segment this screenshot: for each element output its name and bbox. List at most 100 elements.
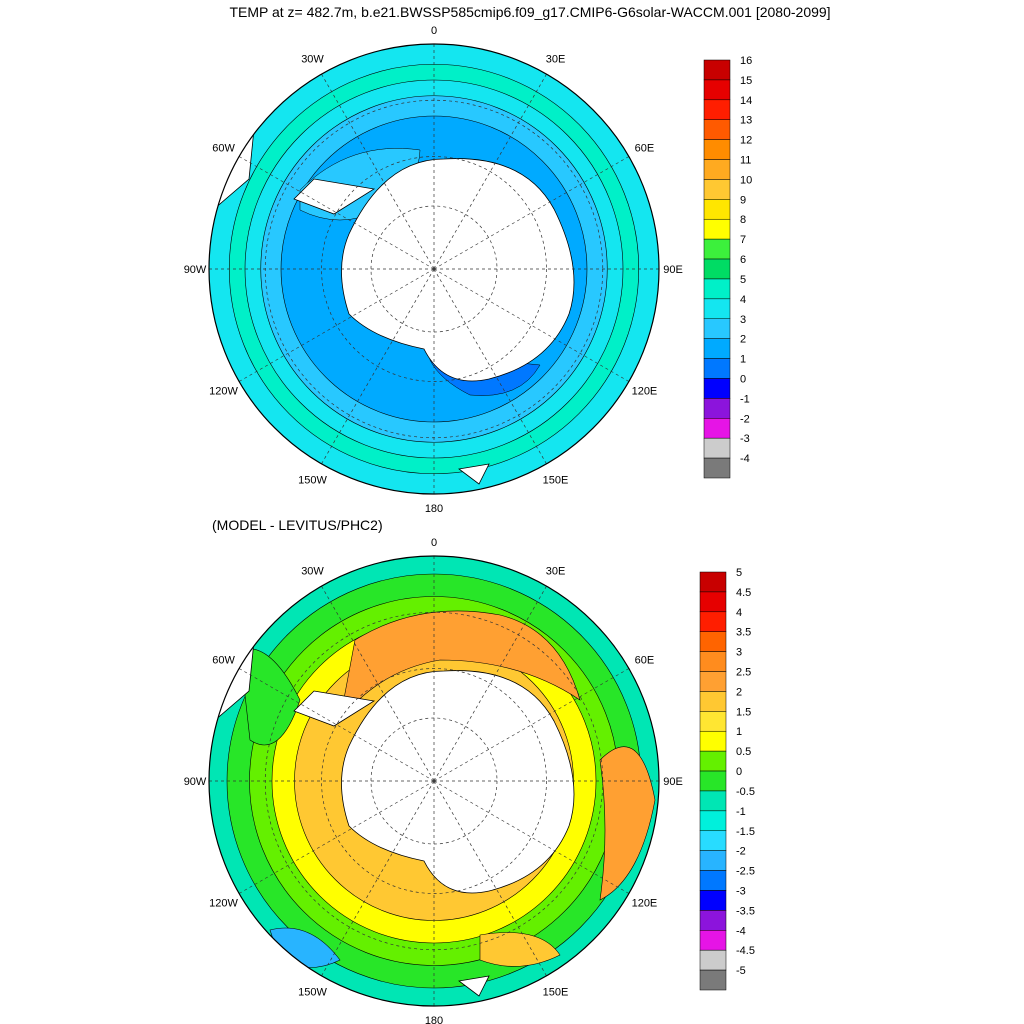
colorbar-label: 2.5 bbox=[736, 667, 751, 679]
longitude-label: 0 bbox=[431, 537, 437, 549]
colorbar-box bbox=[703, 457, 731, 479]
colorbar-label: 14 bbox=[740, 95, 752, 107]
colorbar-label: 0 bbox=[740, 373, 746, 385]
difference-title: (MODEL - LEVITUS/PHC2) bbox=[212, 517, 383, 533]
colorbar-box bbox=[703, 159, 731, 180]
colorbar-label: 2 bbox=[740, 334, 746, 346]
meridian-line bbox=[238, 668, 435, 782]
meridian-line bbox=[433, 585, 547, 782]
longitude-label: 180 bbox=[425, 503, 443, 515]
longitude-label: 30E bbox=[546, 566, 566, 578]
colorbar-box bbox=[699, 591, 727, 613]
colorbar-label: -4 bbox=[740, 453, 750, 465]
meridian-line bbox=[321, 780, 435, 977]
meridian-line bbox=[433, 780, 630, 894]
colorbar-label: 13 bbox=[740, 115, 752, 127]
colorbar-label: 12 bbox=[740, 135, 752, 147]
figure-title: TEMP at z= 482.7m, b.e21.BWSSP585cmip6.f… bbox=[229, 4, 830, 20]
colorbar-box bbox=[699, 571, 727, 593]
colorbar-box bbox=[699, 870, 727, 891]
difference-longitude-labels: 0 30E 60E 90E 120E 150E 180 150W 120W 90W 60W 30W bbox=[184, 537, 683, 1024]
meridian-line bbox=[238, 156, 435, 270]
colorbar-box bbox=[703, 378, 731, 399]
longitude-label: 120W bbox=[209, 386, 238, 398]
anomaly-patch bbox=[479, 932, 561, 967]
map-boundary bbox=[208, 43, 660, 495]
colorbar-label: 3.5 bbox=[736, 627, 751, 639]
colorbar-box bbox=[699, 890, 727, 911]
colorbar-box bbox=[703, 139, 731, 160]
colorbar-label: -1.5 bbox=[736, 826, 755, 838]
colorbar-label: 8 bbox=[740, 214, 746, 226]
meridian-line bbox=[238, 780, 435, 894]
meridian-line bbox=[433, 156, 630, 270]
colorbar-label: 2 bbox=[736, 686, 742, 698]
meridian-line bbox=[321, 585, 435, 782]
colorbar-label: -3 bbox=[736, 885, 746, 897]
colorbar-box bbox=[699, 850, 727, 871]
longitude-label: 0 bbox=[431, 25, 437, 37]
temperature-longitude-labels: 0 30E 60E 90E 120E 150E 180 150W 120W 90W 60W 30W bbox=[184, 25, 683, 515]
map-boundary bbox=[208, 555, 660, 1007]
longitude-label: 90E bbox=[663, 264, 683, 276]
colorbar-box bbox=[699, 711, 727, 732]
anomaly-patch bbox=[339, 610, 581, 721]
meridian-line bbox=[433, 268, 630, 382]
colorbar-box bbox=[703, 218, 731, 240]
colorbar-label: 0 bbox=[736, 766, 742, 778]
colorbar-label: 11 bbox=[740, 155, 751, 167]
latitude-circle bbox=[321, 668, 547, 894]
colorbar-box bbox=[699, 691, 727, 712]
colorbar-box bbox=[699, 930, 727, 951]
colorbar-box bbox=[703, 418, 731, 439]
longitude-label: 150E bbox=[543, 474, 569, 486]
longitude-label: 90W bbox=[184, 264, 207, 276]
colorbar-label: 7 bbox=[740, 234, 746, 246]
difference-map-panel: 0 30E 60E 90E 120E 150E 180 150W 120W 90W 60W 30W 5… bbox=[184, 537, 755, 1024]
colorbar-label: -5 bbox=[736, 965, 746, 977]
meridian-line bbox=[238, 268, 435, 382]
longitude-label: 180 bbox=[425, 1015, 443, 1024]
colorbar-box bbox=[699, 651, 727, 672]
meridian-line bbox=[321, 73, 435, 270]
colorbar-box bbox=[703, 258, 731, 280]
colorbar-label: -2 bbox=[740, 413, 750, 425]
temperature-polar-map bbox=[208, 43, 660, 495]
colorbar-label: -2 bbox=[736, 846, 746, 858]
colorbar-label: 10 bbox=[740, 174, 752, 186]
colorbar-label: -4 bbox=[736, 925, 746, 937]
new-zealand-land bbox=[458, 975, 490, 997]
colorbar-box bbox=[703, 119, 731, 140]
longitude-label: 150W bbox=[298, 986, 327, 998]
longitude-label: 120W bbox=[209, 898, 238, 910]
colorbar-box bbox=[703, 59, 731, 81]
colorbar-box bbox=[703, 298, 731, 320]
colorbar-box bbox=[703, 358, 731, 379]
meridian-line bbox=[433, 780, 547, 977]
colorbar-label: 9 bbox=[740, 194, 746, 206]
colorbar-label: 3 bbox=[740, 314, 746, 326]
longitude-label: 30E bbox=[546, 54, 566, 66]
colorbar-label: -1 bbox=[736, 806, 746, 818]
longitude-label: 60E bbox=[635, 655, 655, 667]
colorbar-label: -2.5 bbox=[736, 866, 755, 878]
longitude-label: 150W bbox=[298, 474, 327, 486]
colorbar-box bbox=[703, 437, 731, 459]
colorbar-box bbox=[699, 810, 727, 832]
colorbar-box bbox=[699, 790, 727, 812]
colorbar-box bbox=[703, 238, 731, 260]
colorbar-box bbox=[699, 730, 727, 752]
colorbar-box bbox=[699, 611, 727, 632]
antarctic-peninsula bbox=[293, 690, 376, 727]
longitude-label: 60W bbox=[212, 655, 235, 667]
colorbar-label: 16 bbox=[740, 55, 752, 67]
longitude-label: 90E bbox=[663, 776, 683, 788]
colorbar-box bbox=[699, 770, 727, 792]
colorbar-box bbox=[703, 99, 731, 120]
colorbar-label: -0.5 bbox=[736, 786, 755, 798]
meridian-line bbox=[433, 268, 547, 465]
colorbar-box bbox=[699, 969, 727, 991]
